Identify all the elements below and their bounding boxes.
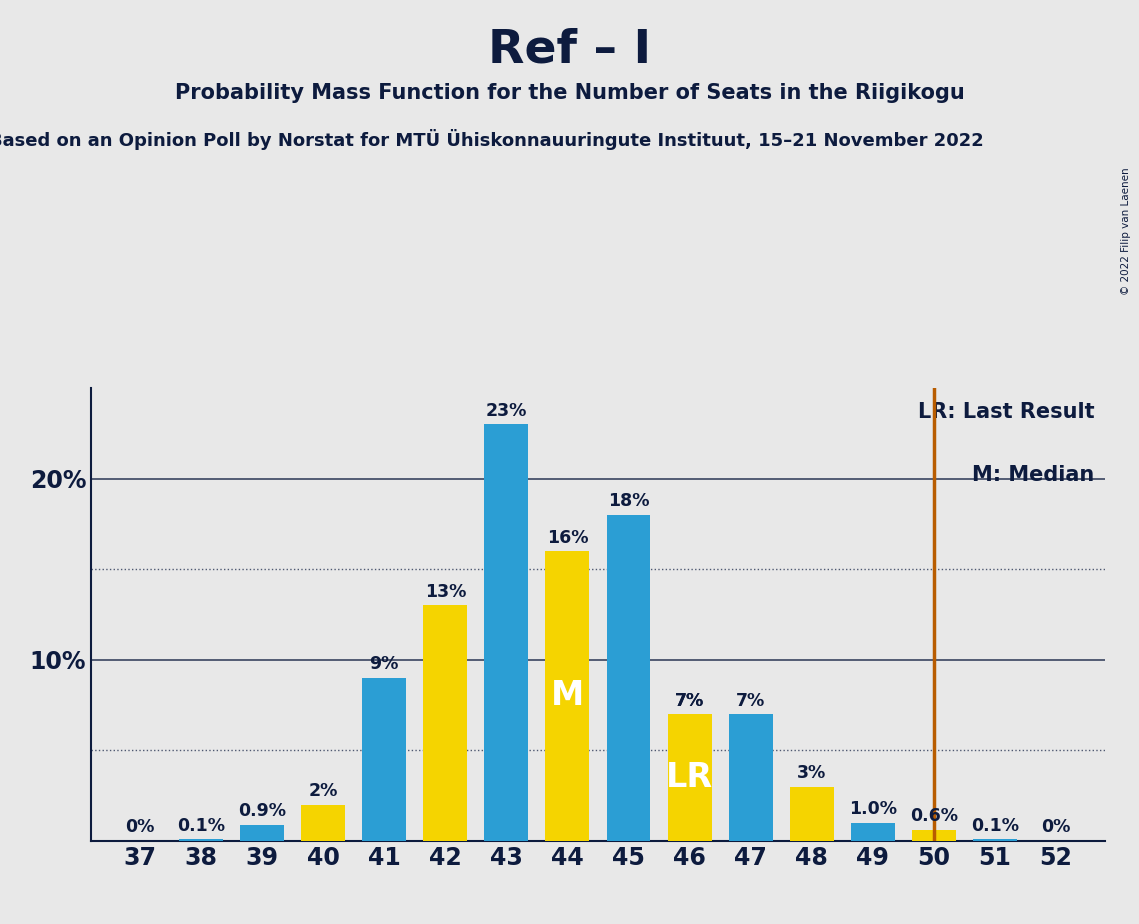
Text: 7%: 7% [736,691,765,710]
Bar [301,805,345,841]
Text: 13%: 13% [425,583,466,601]
Text: Ref – I: Ref – I [487,28,652,73]
Bar [789,786,834,841]
Text: 16%: 16% [547,529,588,547]
Text: Based on an Opinion Poll by Norstat for MTÜ Ühiskonnauuringute Instituut, 15–21 : Based on an Opinion Poll by Norstat for … [0,129,983,151]
Text: 23%: 23% [485,402,527,419]
Text: © 2022 Filip van Laenen: © 2022 Filip van Laenen [1121,167,1131,295]
Text: 0.6%: 0.6% [910,808,958,825]
Bar [729,714,772,841]
Bar [362,678,407,841]
Bar [546,551,589,841]
Text: LR: LR [666,761,713,794]
Text: 3%: 3% [797,764,826,782]
Text: 0%: 0% [125,819,155,836]
Text: 7%: 7% [675,691,704,710]
Bar [973,839,1017,841]
Text: 0.1%: 0.1% [970,817,1019,834]
Text: 0.1%: 0.1% [177,817,226,834]
Bar [179,839,223,841]
Text: 18%: 18% [608,492,649,510]
Bar [912,830,956,841]
Bar [607,515,650,841]
Text: Probability Mass Function for the Number of Seats in the Riigikogu: Probability Mass Function for the Number… [174,83,965,103]
Text: 0%: 0% [1041,819,1071,836]
Text: M: Median: M: Median [973,465,1095,485]
Bar [667,714,712,841]
Bar [851,822,895,841]
Bar [484,424,528,841]
Text: M: M [551,679,584,712]
Text: 0.9%: 0.9% [238,802,286,820]
Bar [667,714,712,841]
Bar [240,824,284,841]
Text: 1.0%: 1.0% [849,800,896,819]
Bar [424,605,467,841]
Text: 7%: 7% [675,691,704,710]
Text: 9%: 9% [369,655,399,674]
Text: LR: Last Result: LR: Last Result [918,402,1095,421]
Text: 2%: 2% [309,782,338,800]
